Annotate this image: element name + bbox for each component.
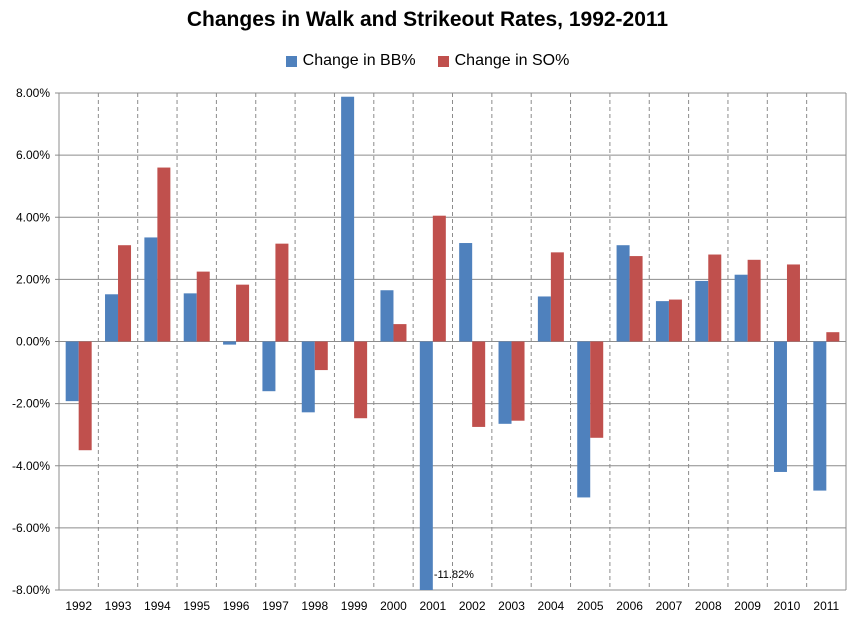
legend-swatch-so [437, 55, 449, 67]
bar-bb-1995 [183, 293, 197, 342]
bar-bb-1994 [144, 237, 158, 342]
bar-so-2001 [432, 215, 446, 342]
bar-so-2000 [393, 324, 407, 342]
y-tick-label: 6.00% [16, 148, 50, 162]
x-tick-label: 1994 [144, 599, 171, 613]
bar-so-2004 [550, 252, 564, 342]
bar-so-2009 [747, 259, 761, 342]
bar-bb-1998 [301, 341, 315, 413]
bar-so-1999 [354, 341, 368, 419]
bar-bb-1997 [262, 341, 276, 392]
x-tick-label: 2010 [774, 599, 801, 613]
data-label-annotation: -11.82% [434, 569, 474, 581]
y-tick-label: 2.00% [16, 272, 50, 286]
x-tick-label: 2005 [577, 599, 604, 613]
bar-bb-1992 [65, 341, 79, 402]
x-tick-label: 2002 [459, 599, 486, 613]
legend-item-so: Change in SO% [437, 52, 570, 70]
bar-so-1994 [157, 167, 171, 342]
bar-bb-2008 [695, 280, 709, 342]
x-tick-label: 1995 [183, 599, 210, 613]
bar-bb-1996 [223, 341, 237, 345]
bar-so-2008 [708, 254, 722, 342]
y-tick-label: 0.00% [16, 335, 50, 349]
x-tick-label: 2009 [734, 599, 761, 613]
x-tick-label: 2007 [656, 599, 683, 613]
y-tick-label: -4.00% [12, 459, 50, 473]
bar-so-2002 [472, 341, 486, 427]
bar-bb-2000 [380, 290, 394, 342]
x-tick-label: 2008 [695, 599, 722, 613]
x-tick-label: 2003 [498, 599, 525, 613]
x-tick-label: 1992 [65, 599, 92, 613]
bar-bb-2002 [459, 243, 473, 342]
bar-so-1995 [196, 271, 210, 342]
x-tick-label: 1999 [341, 599, 368, 613]
bar-bb-1993 [105, 294, 119, 342]
bar-bb-2010 [773, 341, 787, 472]
x-tick-label: 2000 [380, 599, 407, 613]
bar-so-2006 [629, 256, 643, 342]
x-tick-label: 2011 [813, 599, 839, 613]
bar-so-1997 [275, 243, 289, 342]
bar-bb-2011 [813, 341, 827, 491]
legend-label-so: Change in SO% [454, 52, 570, 69]
bar-so-1996 [236, 284, 250, 342]
y-tick-label: -2.00% [12, 397, 50, 411]
bar-bb-2009 [734, 274, 748, 342]
legend: Change in BB% Change in SO% [0, 52, 855, 70]
bar-bb-2006 [616, 245, 630, 342]
bar-so-1998 [314, 341, 328, 371]
x-tick-label: 2006 [616, 599, 643, 613]
bar-so-2005 [590, 341, 604, 438]
bar-bb-2003 [498, 341, 512, 424]
x-tick-label: 2004 [538, 599, 565, 613]
legend-item-bb: Change in BB% [285, 52, 416, 70]
legend-label-bb: Change in BB% [302, 52, 416, 69]
bar-bb-2007 [655, 301, 669, 342]
bar-bb-1999 [341, 96, 355, 342]
y-tick-label: 8.00% [16, 86, 50, 100]
x-tick-label: 1998 [301, 599, 328, 613]
bar-so-2003 [511, 341, 525, 421]
chart-title: Changes in Walk and Strikeout Rates, 199… [186, 8, 669, 31]
x-tick-label: 1993 [105, 599, 132, 613]
bar-so-2010 [786, 264, 800, 342]
y-tick-label: 4.00% [16, 210, 50, 224]
y-tick-label: -6.00% [12, 521, 50, 535]
y-tick-label: -8.00% [12, 583, 50, 597]
x-tick-label: 2001 [419, 599, 446, 613]
bar-bb-2004 [537, 296, 551, 342]
x-tick-label: 1996 [223, 599, 250, 613]
x-tick-label: 1997 [262, 599, 289, 613]
bar-bb-2005 [577, 341, 591, 498]
bar-bb-2001 [419, 341, 433, 590]
bar-so-1992 [78, 341, 92, 451]
bar-so-1993 [118, 245, 132, 342]
bar-so-2007 [668, 299, 682, 342]
bar-so-2011 [826, 332, 840, 342]
legend-swatch-bb [285, 55, 297, 67]
